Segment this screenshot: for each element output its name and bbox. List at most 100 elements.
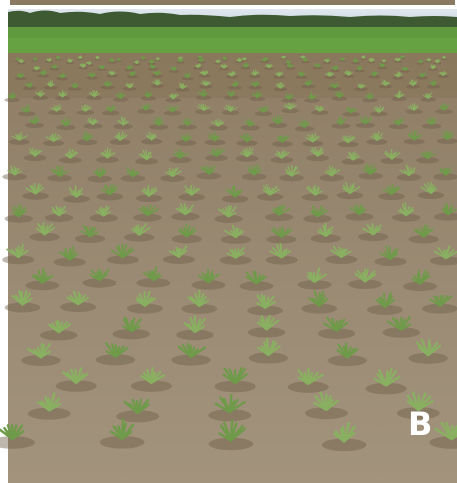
soil-mound <box>388 123 408 130</box>
grass-tuft <box>80 225 100 238</box>
grass-tuft <box>434 58 441 64</box>
grass-tuft <box>406 391 434 412</box>
grass-tuft <box>55 55 61 60</box>
grass-tuft <box>299 55 306 59</box>
grass-tuft <box>210 118 225 127</box>
grass-tuft <box>334 91 345 98</box>
soil-mound <box>60 302 96 313</box>
grass-tuft <box>407 130 423 141</box>
grass-tuft <box>7 91 17 100</box>
soil-mound <box>408 234 439 244</box>
soil-mound <box>45 60 54 64</box>
soil-mound <box>377 66 388 70</box>
grass-tuft <box>86 61 92 66</box>
grass-tuft <box>441 130 454 141</box>
soil-mound <box>241 173 267 181</box>
soil-mound <box>310 234 341 243</box>
soil-mound <box>160 174 186 182</box>
soil-mound <box>181 303 218 314</box>
grass-tuft <box>272 115 284 125</box>
soil-mound <box>49 67 60 71</box>
grass-tuft <box>143 266 162 282</box>
soil-mound <box>0 436 35 449</box>
grass-tuft <box>285 165 300 177</box>
soil-mound <box>109 139 131 145</box>
soil-mound <box>8 138 30 145</box>
soil-mound <box>126 74 139 79</box>
grass-tuft <box>407 103 419 111</box>
grass-tuft <box>281 55 286 59</box>
soil-mound <box>366 138 388 145</box>
soil-mound <box>27 407 71 420</box>
grass-tuft <box>135 290 157 307</box>
soil-mound <box>306 154 330 162</box>
soil-mound <box>169 69 180 73</box>
grass-tuft <box>439 167 453 176</box>
soil-mound <box>37 74 50 78</box>
grass-tuft <box>442 55 447 59</box>
soil-mound <box>393 60 402 63</box>
grass-tuft <box>37 392 62 412</box>
plants <box>0 54 457 452</box>
soil-mound <box>341 158 365 165</box>
soil-mound <box>106 255 139 265</box>
soil-mound <box>4 97 20 103</box>
soil-mound <box>312 66 323 70</box>
soil-mound <box>403 138 425 145</box>
soil-mound <box>236 140 258 147</box>
soil-mound <box>235 61 244 64</box>
grass-tuft <box>122 316 142 333</box>
grass-tuft <box>224 224 244 239</box>
grass-tuft <box>105 341 129 358</box>
soil-mound <box>327 355 367 367</box>
grass-tuft <box>207 131 220 142</box>
soil-mound <box>303 214 332 223</box>
soil-mound <box>317 328 356 339</box>
grass-tuft <box>215 59 221 64</box>
grass-tuft <box>336 342 359 359</box>
soil-mound <box>416 157 439 164</box>
grass-tuft <box>25 183 45 195</box>
soil-mound <box>21 354 61 366</box>
soil-mound <box>225 75 238 79</box>
grass-tuft <box>138 204 159 217</box>
soil-mound <box>192 66 204 70</box>
grass-tuft <box>145 131 157 141</box>
grass-tuft <box>341 135 356 144</box>
grass-tuft <box>339 57 345 61</box>
grass-tuft <box>413 224 434 238</box>
grass-tuft <box>140 103 151 111</box>
grass-tuft <box>304 79 314 86</box>
grass-tuft <box>368 57 375 63</box>
soil-mound <box>214 380 256 393</box>
soil-mound <box>171 354 211 366</box>
grass-tuft <box>217 204 237 218</box>
grass-tuft <box>7 165 22 176</box>
soil-mound <box>56 124 76 131</box>
grass-tuft <box>24 82 34 88</box>
soil-mound <box>301 84 316 89</box>
soil-mound <box>354 87 369 92</box>
grass-tuft <box>247 164 262 176</box>
soil-mound <box>273 75 286 79</box>
grass-tuft <box>314 105 325 112</box>
soil-mound <box>149 124 169 130</box>
grass-tuft <box>310 205 329 218</box>
soil-mound <box>165 98 181 103</box>
grass-tuft <box>6 243 29 259</box>
soil-mound <box>327 87 342 91</box>
grass-tuft <box>231 80 239 88</box>
soil-mound <box>301 303 338 314</box>
grass-tuft <box>165 167 182 178</box>
soil-mound <box>127 303 163 314</box>
grass-tuft <box>383 149 401 160</box>
soil-mound <box>355 122 375 129</box>
grass-tuft <box>227 90 237 98</box>
soil-mound <box>23 154 47 162</box>
grass-tuft <box>333 421 356 443</box>
grass-tuft <box>352 58 359 63</box>
soil-mound <box>405 109 423 115</box>
grass-tuft <box>434 421 457 441</box>
grass-tuft <box>65 148 78 160</box>
grass-tuft <box>331 65 339 71</box>
